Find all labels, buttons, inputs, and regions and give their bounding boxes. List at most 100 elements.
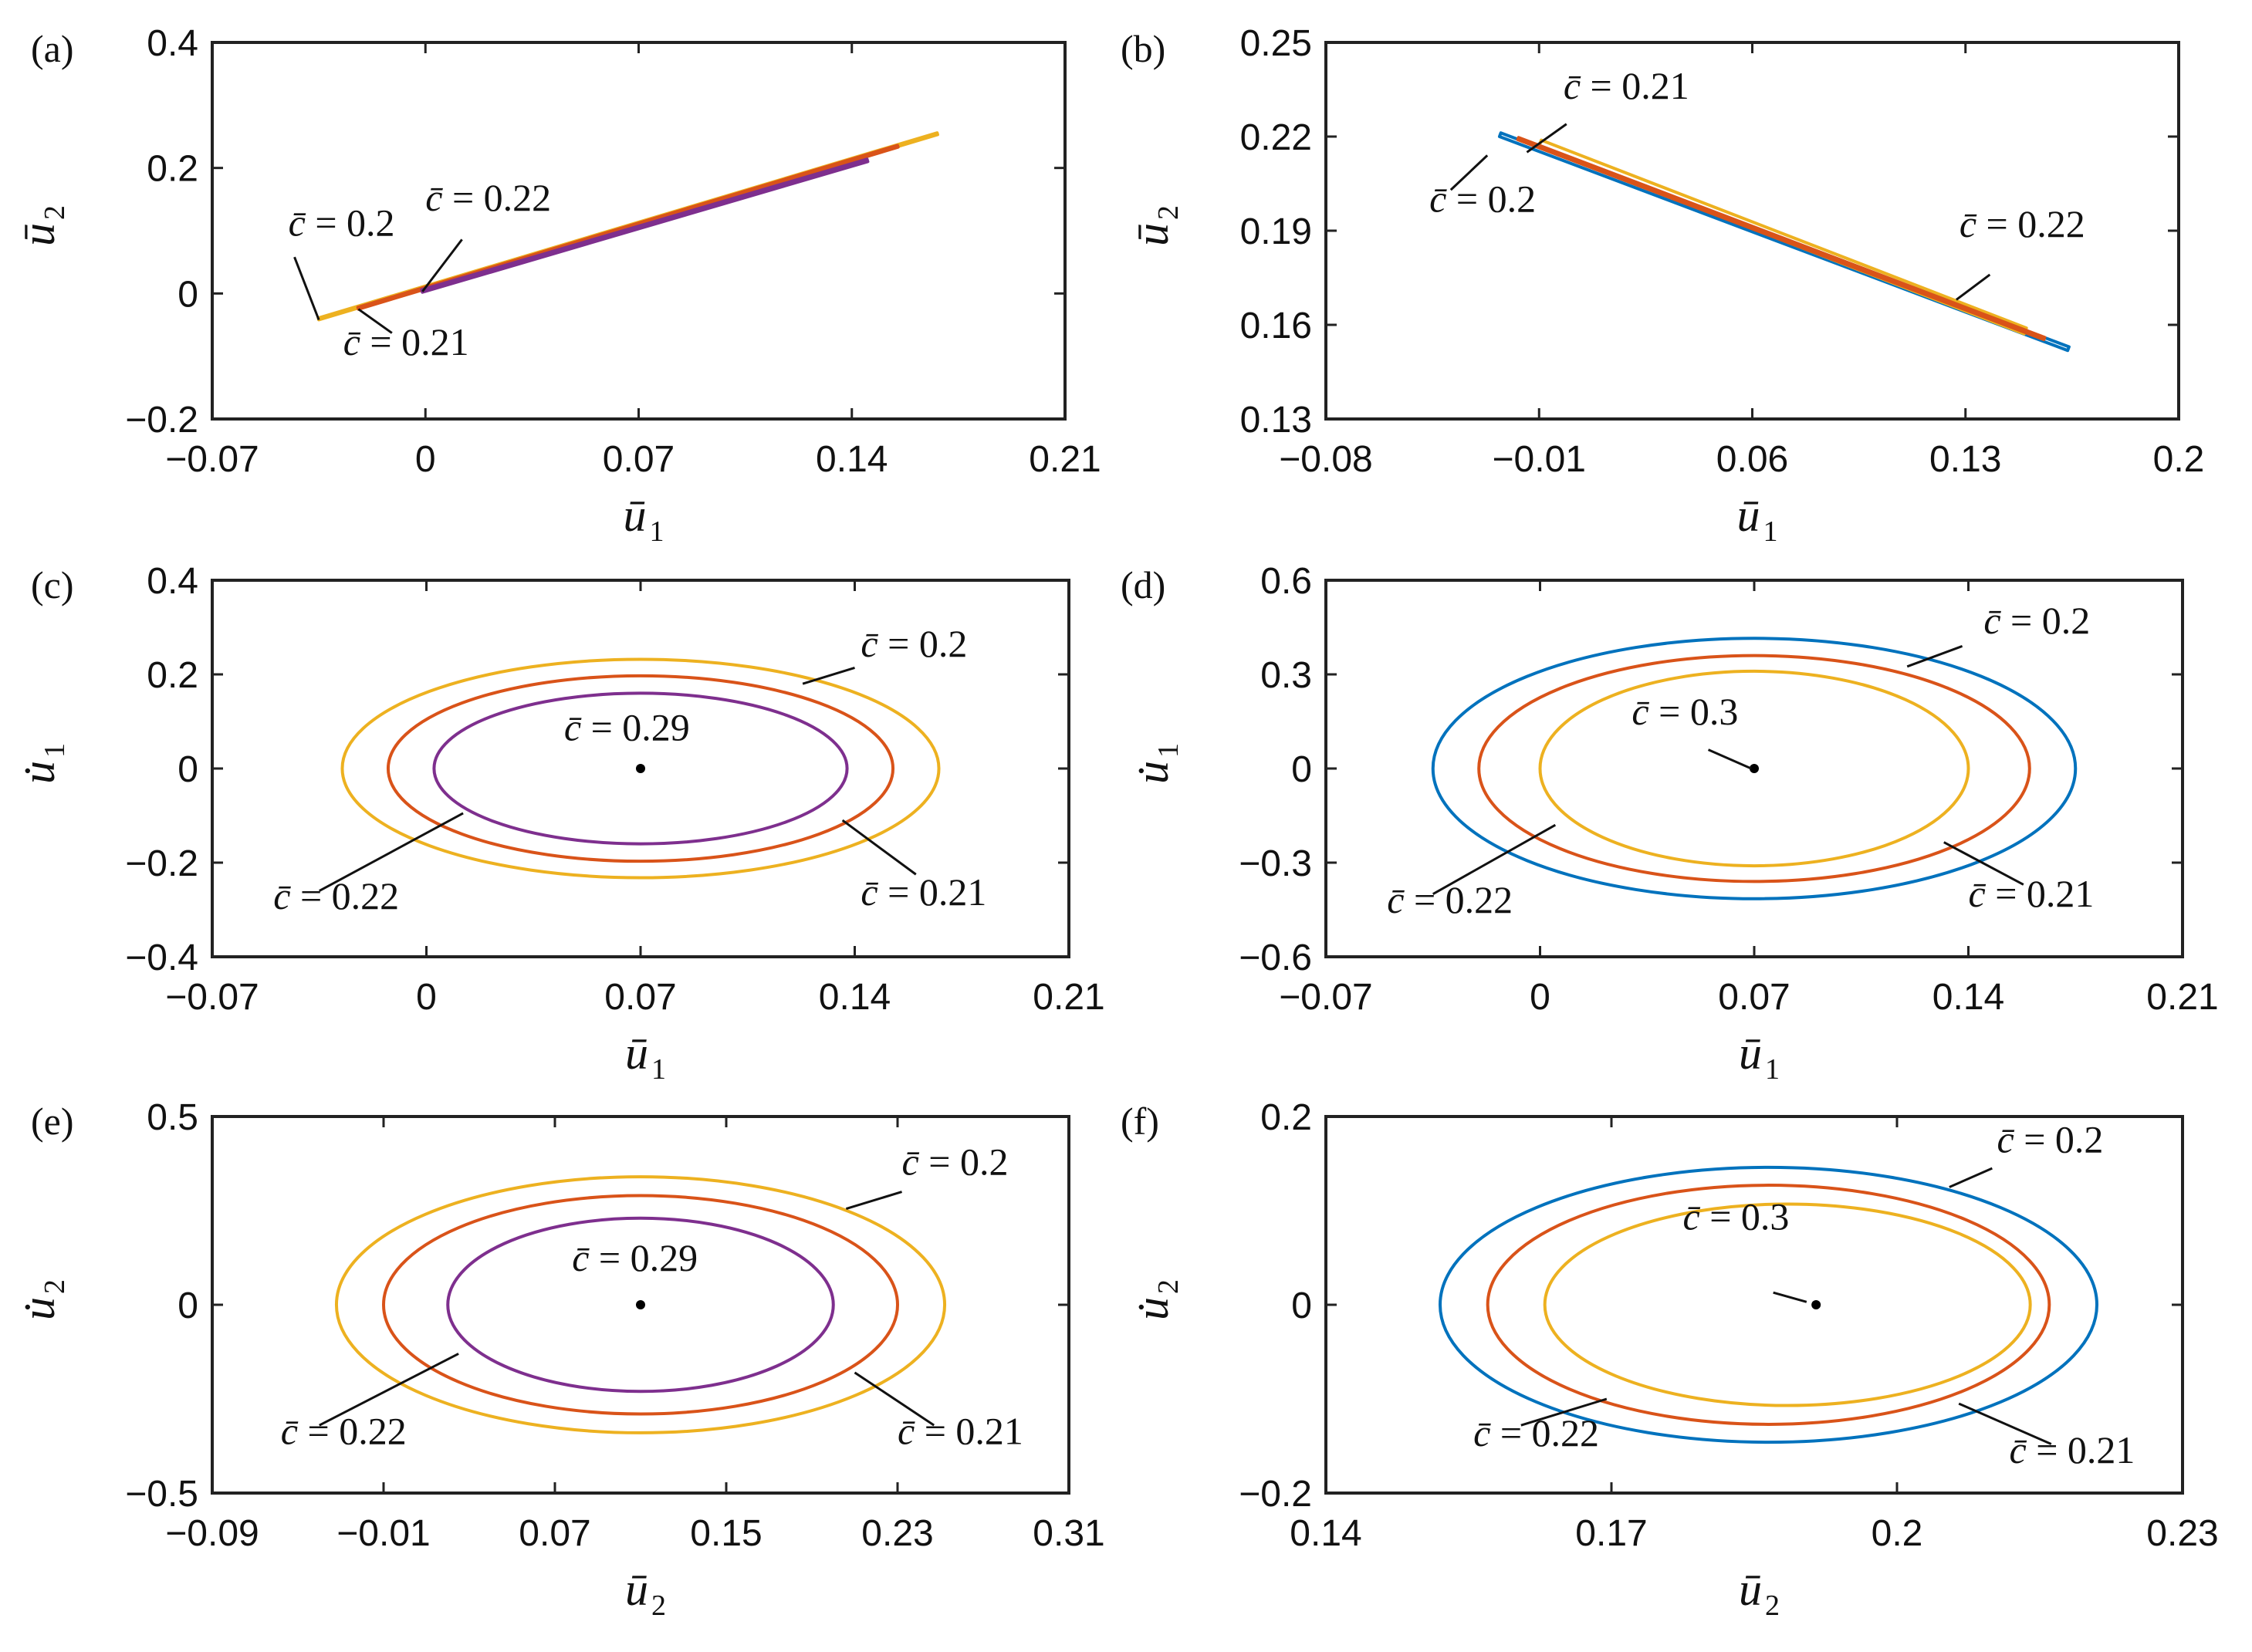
x-axis-label-sub: 1 bbox=[1765, 1053, 1780, 1086]
annotation-label-1: c̄ = 0.22 bbox=[425, 176, 551, 219]
y-tick-label: 0.6 bbox=[1260, 561, 1312, 602]
y-axis-label-sub: 2 bbox=[39, 205, 71, 220]
x-axis-label-sub: 2 bbox=[651, 1590, 666, 1622]
series-point-3 bbox=[1811, 1300, 1821, 1309]
y-tick-label: 0.5 bbox=[147, 1097, 198, 1138]
y-tick-label: 0.16 bbox=[1240, 306, 1312, 346]
annotation-label-0: c̄ = 0.2 bbox=[861, 622, 967, 665]
annotation-label-0: c̄ = 0.2 bbox=[289, 201, 395, 245]
y-tick-label: 0.19 bbox=[1240, 211, 1312, 252]
x-axis-label-sub: 2 bbox=[1765, 1590, 1780, 1622]
annotation-leader-1 bbox=[1773, 1291, 1807, 1303]
x-axis-label: ū bbox=[625, 1564, 648, 1615]
y-tick-label: −0.2 bbox=[125, 843, 198, 884]
annotation-leader-0 bbox=[1949, 1167, 1993, 1188]
annotation-leader-2 bbox=[1432, 823, 1557, 895]
x-tick-label: 0.21 bbox=[2146, 977, 2218, 1018]
x-tick-label: 0.14 bbox=[1932, 977, 2004, 1018]
x-tick-label: 0.23 bbox=[861, 1513, 933, 1554]
y-tick-label: 0.25 bbox=[1240, 23, 1312, 64]
annotation-leader-0 bbox=[1906, 644, 1963, 668]
y-axis-label: u̇ bbox=[1127, 1297, 1178, 1320]
annotation-leader-2 bbox=[319, 1353, 459, 1427]
x-tick-label: 0.14 bbox=[1290, 1513, 1361, 1554]
series-ellipse-2 bbox=[446, 1216, 835, 1394]
y-axis-label-sub: 2 bbox=[1152, 1279, 1185, 1294]
series-point-3 bbox=[1750, 764, 1759, 773]
x-tick-label: 0.23 bbox=[2146, 1513, 2218, 1554]
series-ellipse-0 bbox=[1439, 1165, 2098, 1444]
plot-area bbox=[334, 1175, 947, 1434]
annotation-label-3: c̄ = 0.21 bbox=[898, 1410, 1023, 1453]
annotation-label-1: c̄ = 0.29 bbox=[564, 705, 690, 748]
annotation-label-2: c̄ = 0.22 bbox=[1387, 878, 1513, 921]
y-tick-label: 0.4 bbox=[147, 23, 198, 64]
annotation-label-2: c̄ = 0.22 bbox=[1960, 202, 2085, 245]
series-loop-2 bbox=[1516, 136, 2047, 342]
series-ellipse-1 bbox=[1486, 1184, 2051, 1426]
x-axis-label: ū bbox=[624, 490, 647, 541]
x-axis-label-sub: 1 bbox=[651, 1053, 666, 1086]
plot-area bbox=[340, 657, 941, 880]
series-ellipse-0 bbox=[1431, 637, 2078, 900]
series-loop-1 bbox=[356, 144, 900, 311]
y-tick-label: 0.2 bbox=[147, 149, 198, 190]
y-axis-label-group: ū2 bbox=[1127, 205, 1185, 246]
panel-c: (c)−0.07 0 0.07 0.14 0.21−0.4−0.200.20.4ū 1u̇… bbox=[13, 561, 1105, 1086]
y-tick-label: −0.2 bbox=[125, 400, 198, 441]
x-tick-label: 0.14 bbox=[816, 439, 888, 480]
series-ellipse-2 bbox=[1538, 669, 1970, 868]
series-ellipse-0 bbox=[340, 657, 941, 880]
x-axis-label: ū bbox=[1739, 1564, 1762, 1615]
annotation-leader-0 bbox=[802, 667, 855, 685]
annotation-leader-0 bbox=[293, 256, 320, 321]
plot-area bbox=[1439, 1165, 2098, 1444]
y-tick-label: 0 bbox=[178, 274, 198, 315]
x-tick-label: 0.2 bbox=[1872, 1513, 1923, 1554]
annotation-label-3: c̄ = 0.21 bbox=[1969, 872, 2095, 915]
y-tick-label: 0.2 bbox=[1260, 1097, 1312, 1138]
y-axis-label-sub: 1 bbox=[1152, 743, 1185, 758]
series-ellipse-1 bbox=[1477, 654, 2031, 883]
annotation-leader-1 bbox=[1449, 154, 1489, 191]
y-axis-label-sub: 2 bbox=[39, 1279, 71, 1294]
annotation-label-0: c̄ = 0.2 bbox=[1983, 599, 2090, 642]
panel-label: (a) bbox=[31, 27, 74, 70]
x-tick-label: 0.07 bbox=[604, 977, 676, 1018]
x-tick-label: 0.14 bbox=[819, 977, 891, 1018]
y-axis-label: u̇ bbox=[13, 761, 64, 784]
x-tick-label: 0 bbox=[1530, 977, 1550, 1018]
y-axis-label-group: u̇ 1 bbox=[13, 743, 71, 784]
x-tick-label: 0.07 bbox=[1718, 977, 1790, 1018]
series-ellipse-2 bbox=[432, 691, 849, 846]
annotation-leader-0 bbox=[845, 1191, 902, 1210]
x-tick-label: 0.2 bbox=[2153, 439, 2205, 480]
x-tick-label: −0.08 bbox=[1279, 439, 1372, 480]
x-tick-label: 0 bbox=[416, 977, 437, 1018]
annotation-leader-0 bbox=[1526, 123, 1567, 154]
x-tick-label: 0.06 bbox=[1716, 439, 1788, 480]
x-tick-label: 0.21 bbox=[1029, 439, 1101, 480]
x-tick-label: 0 bbox=[415, 439, 436, 480]
annotation-leader-1 bbox=[421, 238, 463, 292]
series-loop-0 bbox=[1497, 131, 2071, 353]
x-axis-label: ū bbox=[1737, 490, 1760, 541]
y-tick-label: 0.2 bbox=[147, 655, 198, 696]
annotation-label-0: c̄ = 0.2 bbox=[902, 1140, 1009, 1184]
x-tick-label: 0.21 bbox=[1033, 977, 1104, 1018]
annotation-leader-2 bbox=[1520, 1397, 1608, 1427]
annotation-label-2: c̄ = 0.22 bbox=[273, 874, 399, 917]
annotation-label-1: c̄ = 0.29 bbox=[572, 1236, 698, 1279]
annotation-leader-3 bbox=[1943, 841, 2024, 886]
panel-label: (b) bbox=[1121, 27, 1165, 70]
panel-label: (d) bbox=[1121, 563, 1165, 606]
series-ellipse-0 bbox=[334, 1175, 947, 1434]
annotation-label-0: c̄ = 0.21 bbox=[1564, 64, 1689, 107]
panel-a: (a)−0.07 0 0.07 0.14 0.21−0.200.20.4ū 1ū2 c̄ =… bbox=[13, 23, 1101, 548]
series-ellipse-1 bbox=[386, 674, 895, 863]
x-tick-label: −0.07 bbox=[165, 977, 259, 1018]
panel-d: (d)−0.07 0 0.07 0.14 0.21−0.6−0.300.30.6ū 1u̇… bbox=[1121, 561, 2219, 1086]
annotation-label-3: c̄ = 0.21 bbox=[2010, 1428, 2135, 1471]
annotation-leader-3 bbox=[854, 1371, 935, 1427]
series-ellipse-2 bbox=[1543, 1202, 2032, 1407]
